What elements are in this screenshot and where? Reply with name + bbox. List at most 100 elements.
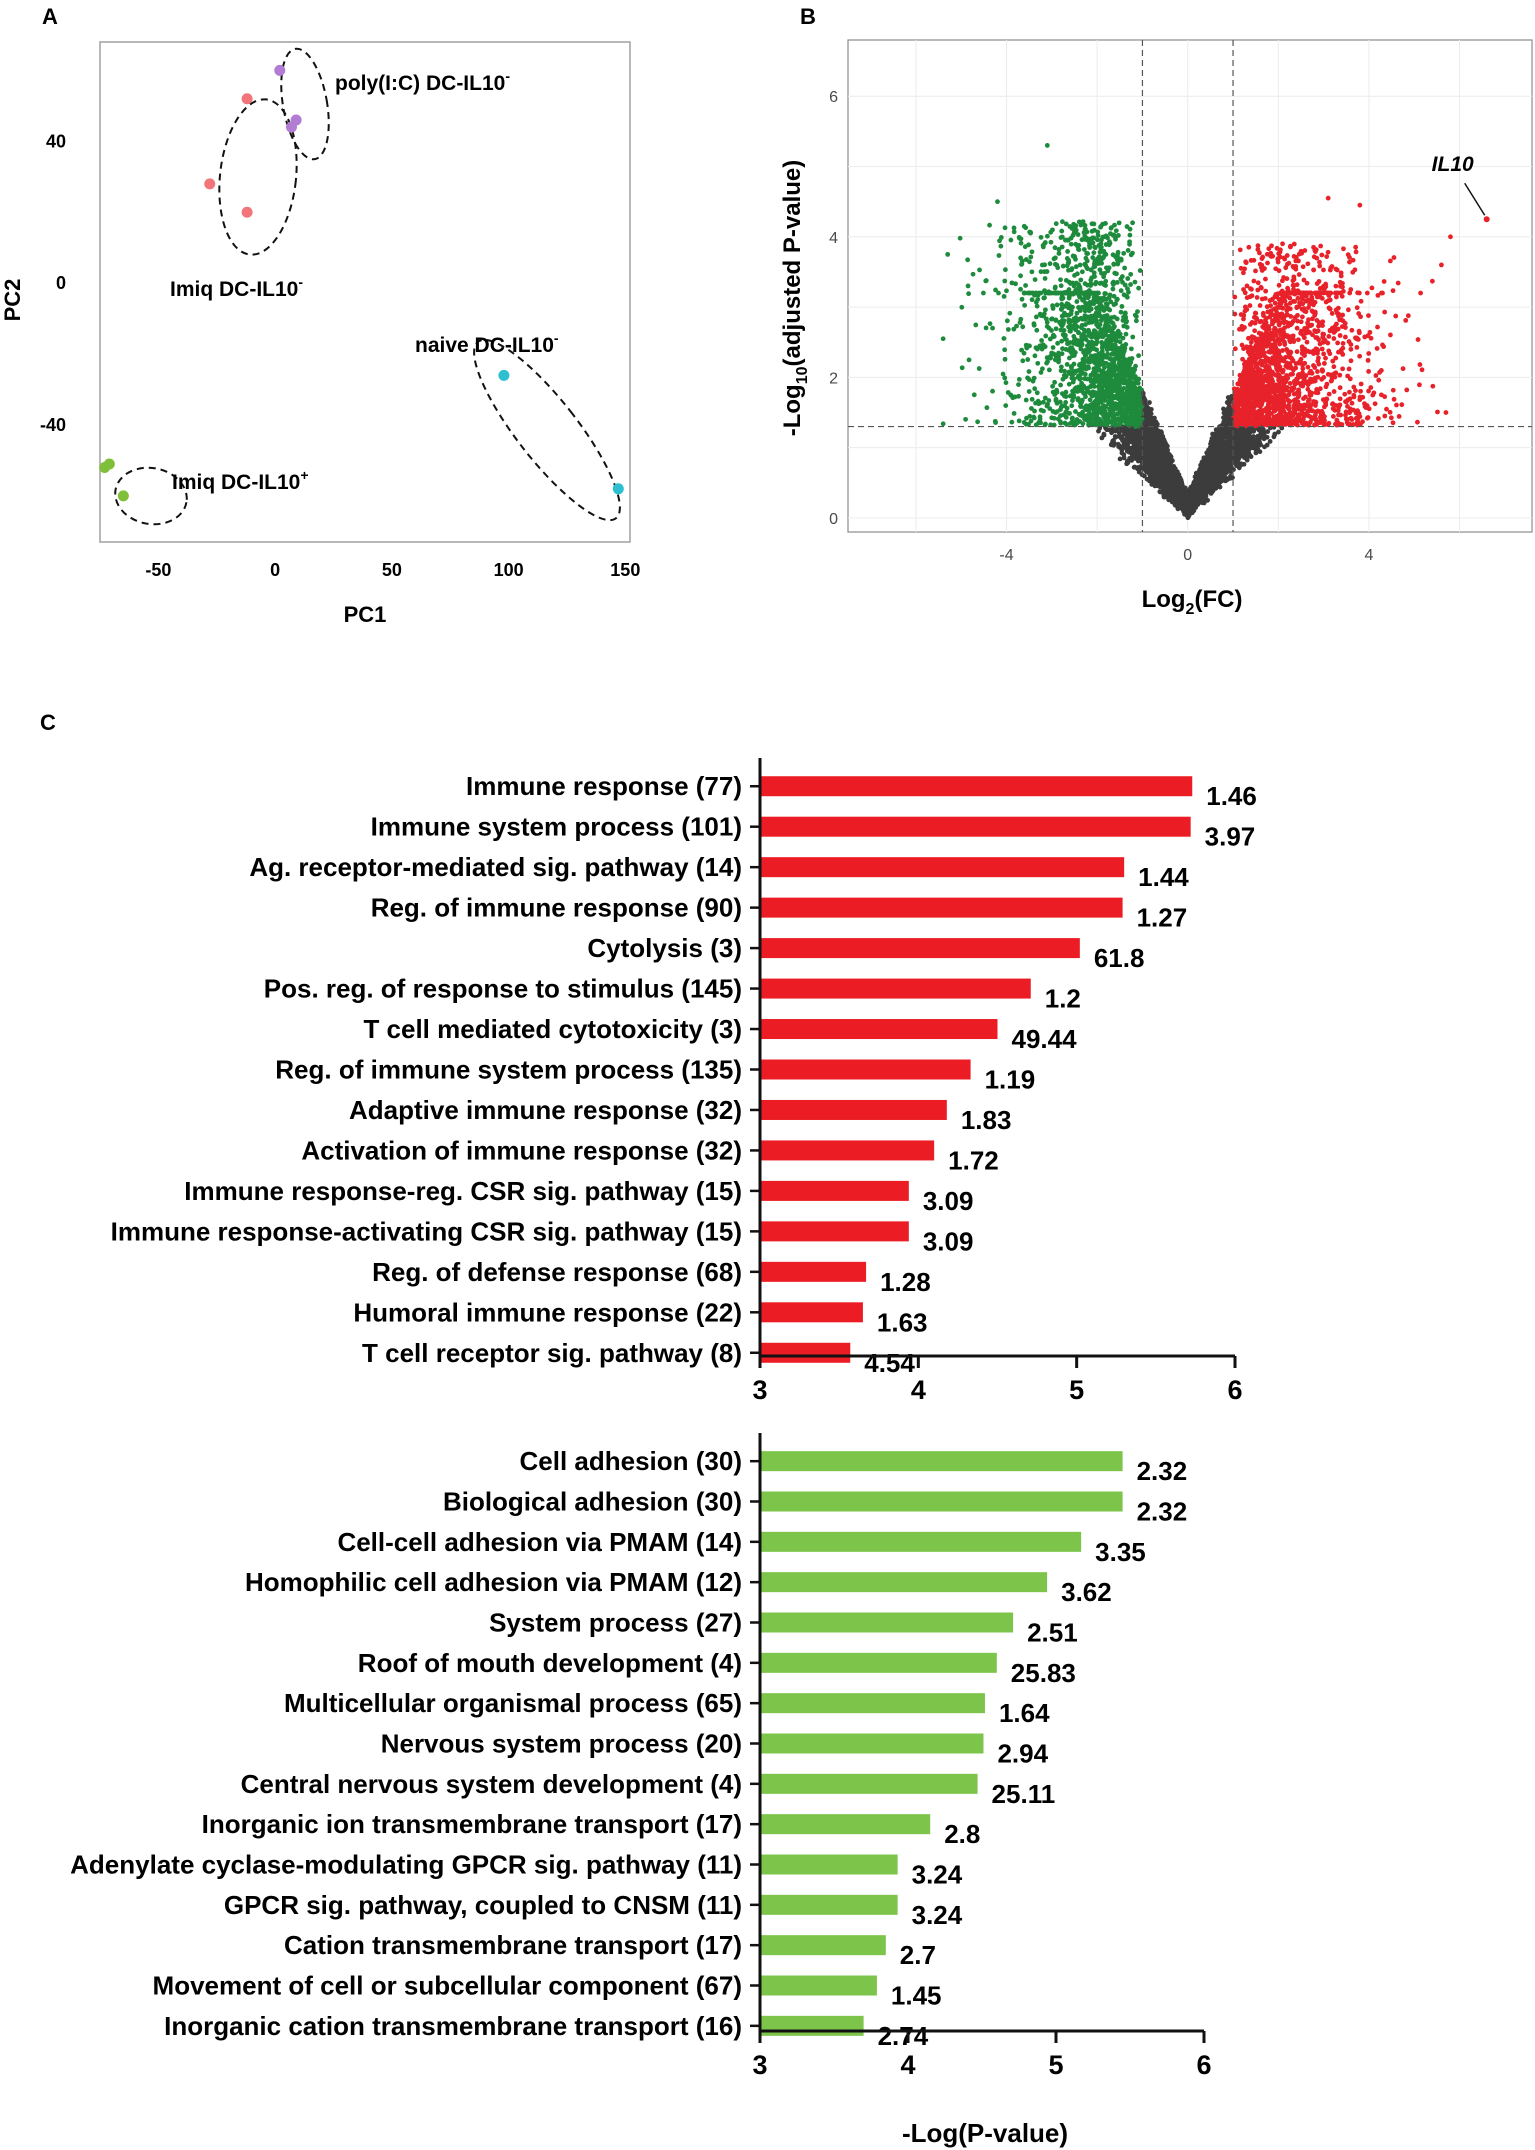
pca-xtick-label: 50 [382, 560, 402, 580]
volcano-point-up [1280, 348, 1285, 353]
pca-xtick-label: -50 [145, 560, 171, 580]
volcano-point-down [1114, 411, 1120, 417]
volcano-point-ns [1210, 431, 1215, 437]
volcano-point-ns [1193, 470, 1199, 476]
volcano-point-down [1004, 318, 1010, 324]
volcano-point-ns [1208, 490, 1214, 496]
volcano-points [940, 143, 1490, 521]
volcano-point-down [1021, 290, 1027, 296]
pca-point-group-1 [241, 93, 253, 105]
volcano-point-down [1043, 307, 1048, 313]
pca-point-group-0 [274, 64, 286, 76]
volcano-point-ns [1140, 390, 1146, 396]
volcano-point-ns [1243, 429, 1249, 435]
pca-label-imiq-pos: Imiq DC-IL10+ [172, 467, 309, 494]
pca-ytick-label: 40 [46, 131, 66, 151]
pca-label-imiq-neg: Imiq DC-IL10- [170, 274, 303, 301]
volcano-point-ns [1198, 463, 1204, 469]
volcano-point-down [1050, 345, 1056, 350]
volcano-point-down [1054, 302, 1060, 308]
pca-xtick-label: 100 [494, 560, 524, 580]
pca-label-naive: naive DC-IL10- [415, 330, 559, 357]
volcano-point-ns [1117, 456, 1123, 462]
volcano-point-ns [1221, 477, 1227, 483]
volcano-point-up [1298, 319, 1304, 325]
ellipse-imiq-pos [114, 466, 188, 526]
volcano-point-down [1035, 360, 1041, 366]
volcano-point-up [1380, 290, 1385, 296]
volcano-point-up [1295, 337, 1301, 343]
volcano-frame [847, 39, 1533, 533]
volcano-point-down [1066, 305, 1071, 311]
volcano-point-down [980, 290, 986, 296]
pca-xtick-label: 150 [610, 560, 640, 580]
volcano-point-ns [1124, 435, 1130, 440]
volcano-point-up [1236, 380, 1242, 386]
volcano-point-ns [1251, 428, 1256, 434]
pca-group-labels: poly(I:C) DC-IL10- Imiq DC-IL10- naive D… [170, 68, 559, 494]
volcano-point-up [1364, 290, 1370, 296]
panel-label-b: B [800, 4, 816, 29]
volcano-point-ns [1205, 450, 1211, 456]
ellipse-imiq-neg [218, 98, 298, 256]
pca-ytick-label: 0 [56, 273, 66, 293]
volcano-point-ns [1227, 463, 1233, 468]
volcano-point-ns [1276, 429, 1281, 435]
pca-xtick-label: 0 [270, 560, 280, 580]
ellipse-naive [473, 338, 621, 522]
volcano-point-up [1294, 325, 1300, 331]
volcano-point-ns [1145, 467, 1151, 473]
volcano-point-down [1091, 384, 1097, 389]
pca-point-group-1 [204, 178, 216, 190]
pca-label-polyic: poly(I:C) DC-IL10- [335, 68, 510, 95]
volcano-point-up [1333, 290, 1339, 296]
volcano-point-ns [1253, 450, 1259, 456]
volcano-point-up [1287, 381, 1293, 386]
volcano-point-ns [1151, 461, 1157, 467]
volcano-point-ns [1111, 440, 1117, 446]
volcano-point-down [1064, 362, 1070, 367]
volcano-point-up [1300, 366, 1306, 372]
pca-point-group-2 [612, 483, 624, 495]
volcano-point-down [1119, 359, 1125, 365]
pca-points [99, 64, 624, 502]
pca-point-group-3 [103, 458, 115, 470]
volcano-point-ns [1202, 498, 1208, 504]
volcano-point-ns [1224, 426, 1230, 432]
volcano-point-ns [1161, 438, 1166, 444]
volcano-point-ns [1121, 455, 1127, 461]
panel-label-a: A [42, 4, 58, 29]
volcano-point-up [1333, 355, 1339, 361]
volcano-point-up [1358, 298, 1364, 304]
volcano-point-ns [1165, 447, 1170, 453]
volcano-point-down [1055, 290, 1061, 296]
volcano-point-ns [1227, 454, 1233, 460]
volcano-point-ns [1234, 441, 1239, 447]
volcano-point-ns [1127, 448, 1133, 454]
volcano-point-ns [1154, 421, 1160, 427]
volcano-point-up [1418, 290, 1423, 296]
volcano-point-ns [1228, 469, 1234, 475]
volcano-point-ns [1203, 493, 1209, 499]
volcano-point-ns [1250, 435, 1256, 440]
volcano-point-down [1001, 336, 1007, 341]
pca-point-group-1 [241, 206, 253, 218]
volcano-point-ns [1238, 447, 1244, 453]
pca-frame [99, 41, 631, 543]
pca-ylabel: PC2 [0, 279, 25, 322]
volcano-point-ns [1238, 443, 1244, 449]
pca-point-group-2 [498, 369, 510, 381]
volcano-point-up [1299, 314, 1305, 320]
volcano-point-ns [1160, 489, 1166, 495]
volcano-point-ns [1208, 440, 1214, 445]
volcano-point-ns [1118, 435, 1124, 441]
volcano-point-ns [1215, 482, 1221, 488]
volcano-point-ns [1099, 435, 1105, 441]
volcano-point-ns [1241, 461, 1247, 467]
volcano-point-ns [1236, 456, 1241, 462]
volcano-point-up [1247, 390, 1253, 395]
pca-xlabel: PC1 [344, 602, 387, 627]
volcano-point-ns [1143, 426, 1149, 432]
